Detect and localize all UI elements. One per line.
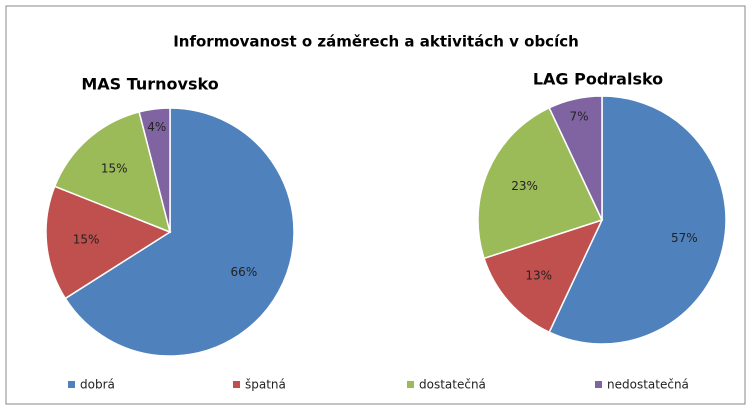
data-label: 15% xyxy=(101,161,128,175)
data-label: 15% xyxy=(73,232,100,246)
legend-swatch xyxy=(407,381,414,388)
legend-swatch xyxy=(233,381,240,388)
pie-slice xyxy=(45,185,172,300)
pie-title: LAG Podralsko xyxy=(533,70,663,89)
pie-title: MAS Turnovsko xyxy=(81,75,218,94)
data-label: 66% xyxy=(231,265,258,279)
pie-slice xyxy=(548,95,727,345)
pie-slice xyxy=(138,107,171,233)
pie-slice xyxy=(548,95,603,221)
chart-title: Informovanost o záměrech a aktivitách v … xyxy=(173,33,579,51)
data-label: 57% xyxy=(671,231,698,245)
legend-label: nedostatečná xyxy=(607,378,689,392)
pie-slice xyxy=(483,218,604,334)
legend-swatch xyxy=(595,381,602,388)
pie-slice xyxy=(53,110,172,234)
legend-swatch xyxy=(68,381,75,388)
data-label: 7% xyxy=(569,110,588,124)
data-label: 23% xyxy=(511,179,538,193)
legend-label: dobrá xyxy=(80,378,115,392)
pie-slice xyxy=(64,107,295,357)
legend-label: dostatečná xyxy=(419,378,486,392)
pie-slice xyxy=(477,106,604,260)
data-label: 13% xyxy=(525,268,552,282)
data-label: 4% xyxy=(147,120,166,134)
legend-label: špatná xyxy=(245,378,286,392)
